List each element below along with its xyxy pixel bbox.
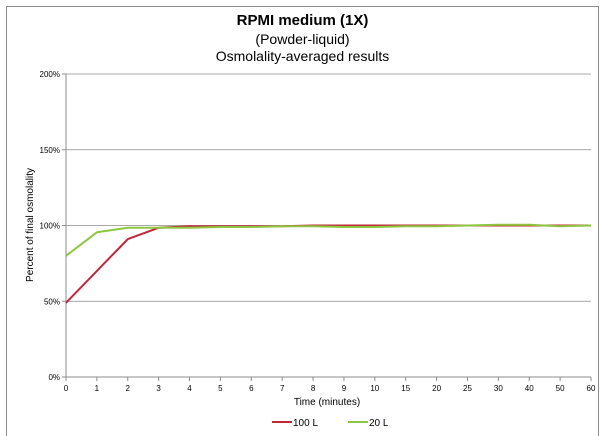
x-tick-label-16: 50 (556, 384, 565, 393)
y-tick-label-3: 150% (40, 146, 60, 155)
chart-subtitle: (Powder-liquid) (255, 31, 350, 47)
x-tick-label-10: 10 (370, 384, 379, 393)
legend-label-0: 100 L (293, 418, 318, 429)
chart-frame (6, 6, 599, 436)
x-tick-label-13: 25 (463, 384, 472, 393)
x-tick-label-15: 40 (525, 384, 534, 393)
y-tick-label-4: 200% (40, 70, 60, 79)
x-tick-label-11: 15 (401, 384, 410, 393)
y-axis-title: Percent of final osmolality (25, 168, 36, 282)
x-tick-label-5: 5 (218, 384, 223, 393)
series-line-100-l (65, 224, 591, 304)
axes (62, 73, 592, 381)
gridlines (66, 73, 591, 302)
y-tick-label-0: 0% (48, 373, 60, 382)
y-tick-label-2: 100% (40, 222, 60, 231)
x-tick-label-7: 7 (280, 384, 285, 393)
x-tick-label-9: 9 (342, 384, 347, 393)
x-tick-label-1: 1 (95, 384, 100, 393)
x-tick-label-6: 6 (249, 384, 254, 393)
x-tick-label-14: 30 (494, 384, 503, 393)
y-tick-label-1: 50% (44, 297, 60, 306)
x-axis-title: Time (minutes) (294, 397, 360, 408)
x-tick-label-4: 4 (187, 384, 192, 393)
series-lines (65, 223, 592, 304)
x-tick-label-8: 8 (311, 384, 316, 393)
chart-title: RPMI medium (1X) (236, 12, 369, 29)
chart-subtitle-2: Osmolality-averaged results (215, 48, 390, 64)
x-tick-label-17: 60 (587, 384, 596, 393)
x-tick-label-2: 2 (126, 384, 131, 393)
y-tick-labels: 0% 50% 100% 150% 200% (40, 70, 60, 382)
legend-label-1: 20 L (369, 418, 389, 429)
x-tick-labels: 0 1 2 3 4 5 6 7 8 9 10 15 20 25 30 40 50 60 (64, 384, 596, 393)
x-tick-label-12: 20 (432, 384, 441, 393)
legend: 100 L 20 L (272, 418, 389, 429)
series-line-20-l (65, 223, 592, 257)
x-tick-label-0: 0 (64, 384, 69, 393)
x-tick-label-3: 3 (156, 384, 161, 393)
